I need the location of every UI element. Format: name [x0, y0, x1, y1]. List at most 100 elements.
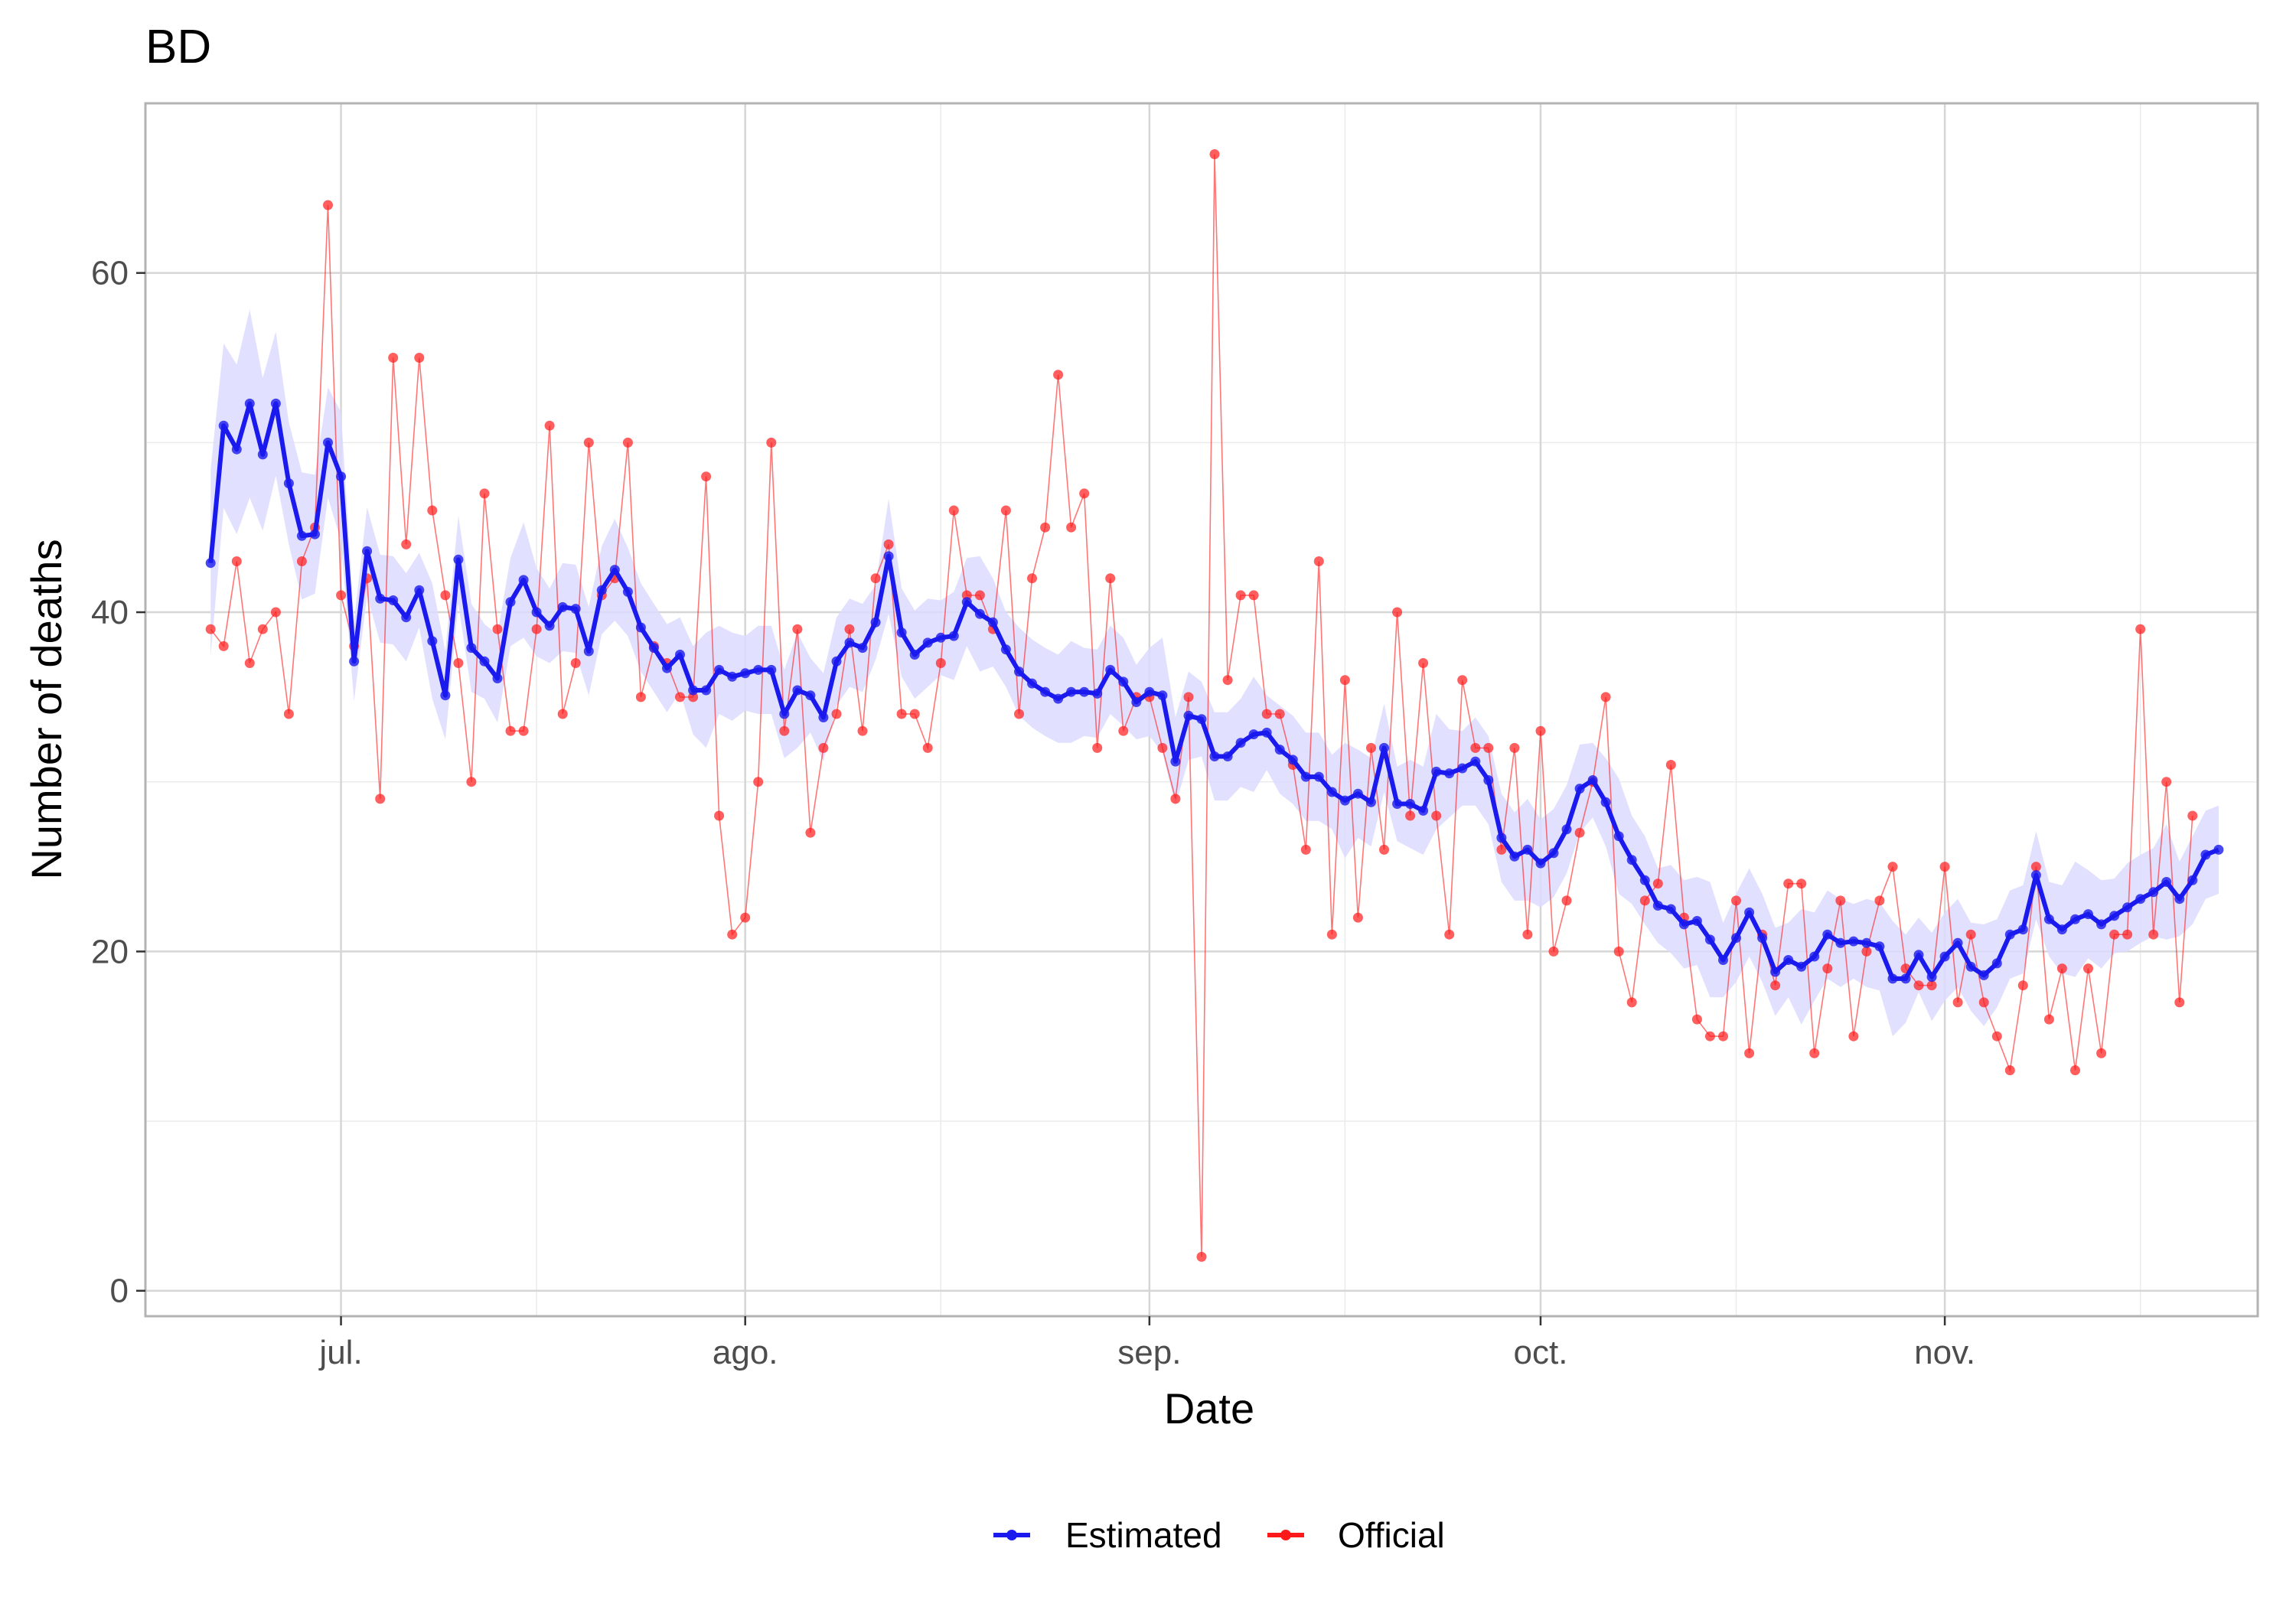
estimated-point — [1079, 686, 1090, 697]
estimated-point — [1561, 824, 1572, 835]
estimated-point — [1040, 686, 1051, 697]
estimated-point — [766, 664, 777, 675]
official-point — [1313, 556, 1324, 566]
estimated-point — [1196, 714, 1207, 725]
x-tick-label: nov. — [1914, 1334, 1975, 1371]
official-point — [896, 709, 907, 719]
estimated-point — [1118, 676, 1129, 687]
estimated-point — [1704, 934, 1715, 945]
estimated-point — [2161, 877, 2172, 887]
official-point — [2109, 929, 2120, 940]
legend-label-estimated: Estimated — [1065, 1515, 1222, 1555]
estimated-point — [531, 607, 542, 618]
official-point — [1535, 725, 1546, 736]
estimated-point — [1339, 795, 1350, 806]
estimated-point — [1248, 729, 1259, 740]
official-point — [1444, 929, 1455, 940]
official-point — [2161, 777, 2172, 787]
estimated-point — [1144, 686, 1155, 697]
estimated-point — [1209, 751, 1220, 761]
official-point — [844, 624, 855, 634]
estimated-point — [740, 668, 751, 679]
estimated-point — [1170, 756, 1181, 767]
official-point — [466, 777, 477, 787]
estimated-point — [1978, 970, 1989, 980]
estimated-point — [1535, 858, 1546, 869]
estimated-point — [662, 663, 672, 673]
official-point — [1248, 590, 1259, 601]
estimated-point — [1287, 755, 1298, 765]
estimated-point — [805, 690, 816, 701]
official-point — [257, 624, 268, 634]
estimated-point — [544, 621, 555, 631]
official-point — [1496, 844, 1507, 855]
official-point — [2187, 810, 2198, 821]
official-point — [974, 590, 985, 601]
official-point — [570, 658, 581, 668]
official-point — [1092, 742, 1103, 753]
estimated-point — [1313, 771, 1324, 782]
official-point — [688, 692, 699, 702]
estimated-point — [388, 595, 399, 605]
official-point — [375, 794, 386, 804]
official-point — [453, 658, 464, 668]
estimated-point — [296, 530, 307, 541]
estimated-point — [244, 398, 255, 409]
official-point — [1079, 488, 1090, 499]
estimated-point — [1991, 958, 2002, 969]
official-point — [2004, 1065, 2015, 1076]
official-point — [909, 709, 920, 719]
estimated-point — [1027, 678, 1037, 689]
official-point — [479, 488, 490, 499]
y-tick-label: 20 — [91, 933, 129, 970]
estimated-point — [1509, 851, 1520, 862]
estimated-point — [1053, 693, 1064, 704]
estimated-point — [1470, 756, 1481, 767]
official-point — [1352, 912, 1363, 923]
estimated-point — [1326, 787, 1337, 797]
estimated-point — [336, 471, 347, 482]
official-point — [401, 539, 412, 549]
estimated-point — [479, 656, 490, 667]
estimated-point — [1639, 875, 1650, 885]
estimated-point — [1222, 751, 1233, 761]
estimated-point — [2056, 924, 2067, 935]
estimated-point — [753, 664, 764, 675]
official-point — [231, 556, 242, 566]
estimated-point — [961, 597, 972, 608]
official-point — [1574, 827, 1585, 838]
official-point — [1366, 742, 1376, 753]
official-point — [557, 709, 568, 719]
official-point — [1718, 1031, 1728, 1041]
official-point — [1848, 1031, 1859, 1041]
estimated-confidence-band — [210, 309, 2219, 1037]
official-point — [1639, 895, 1650, 906]
official-point — [2096, 1048, 2107, 1058]
estimated-point — [2083, 909, 2093, 920]
estimated-point — [701, 685, 712, 696]
official-point — [2083, 963, 2093, 974]
estimated-point — [779, 709, 790, 719]
y-tick-label: 60 — [91, 255, 129, 292]
official-point — [1170, 794, 1181, 804]
estimated-point — [1796, 961, 1807, 972]
official-point — [1522, 929, 1533, 940]
official-point — [622, 437, 633, 448]
official-point — [675, 692, 685, 702]
official-point — [544, 420, 555, 431]
official-point — [270, 607, 281, 618]
estimated-point — [688, 685, 699, 696]
estimated-point — [518, 575, 529, 585]
estimated-point — [570, 604, 581, 614]
official-point — [1209, 149, 1220, 159]
official-point — [427, 505, 438, 516]
official-point — [1600, 692, 1611, 702]
official-point — [714, 810, 725, 821]
official-point — [505, 725, 516, 736]
official-point — [1261, 709, 1272, 719]
official-point — [779, 725, 790, 736]
estimated-point — [2200, 849, 2211, 860]
official-point — [440, 590, 451, 601]
estimated-point — [257, 449, 268, 460]
estimated-point — [1652, 901, 1663, 911]
